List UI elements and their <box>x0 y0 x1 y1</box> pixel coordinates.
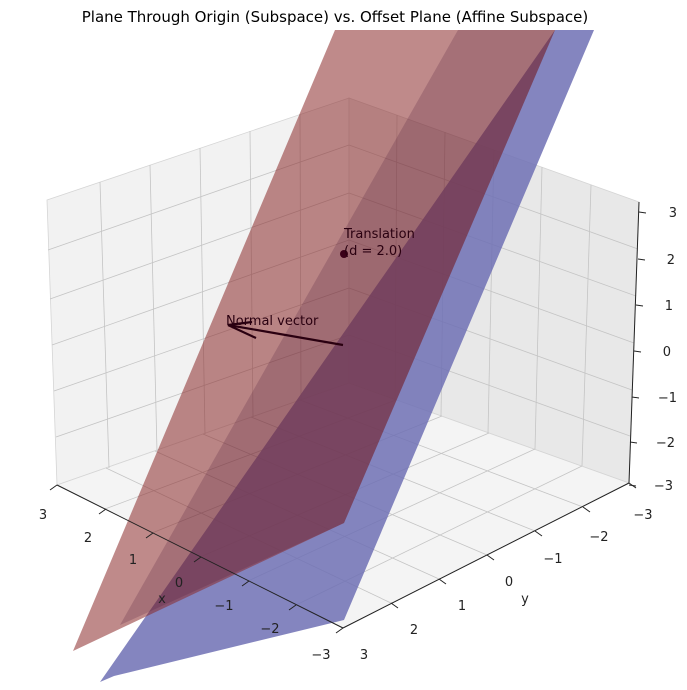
translation-label-line2: (d = 2.0) <box>344 244 402 259</box>
z-tick-label: −1 <box>658 391 677 406</box>
translation-label-line1: Translation <box>343 227 415 242</box>
x-axis-label: x <box>158 592 166 607</box>
y-axis-line <box>342 482 630 629</box>
x-tick-label: −2 <box>260 622 279 637</box>
z-tick-label: 3 <box>669 206 677 221</box>
y-tick-label: 0 <box>505 575 513 590</box>
translation-label: Translation (d = 2.0) <box>343 227 419 259</box>
x-tick-labels: 3 2 1 0 −1 −2 −3 <box>39 508 331 663</box>
x-tick-label: 2 <box>84 531 92 546</box>
z-tick-label: −2 <box>656 436 675 451</box>
x-axis-line <box>56 484 344 629</box>
x-tick-label: −1 <box>214 599 233 614</box>
z-tick-label: 2 <box>667 253 675 268</box>
y-tick-label: 3 <box>360 648 368 663</box>
z-tick-label: 1 <box>665 299 673 314</box>
x-tick-label: 0 <box>175 576 183 591</box>
y-tick-label: 1 <box>458 599 466 614</box>
z-tick-labels: 3 2 1 0 −1 −2 −3 <box>654 206 677 494</box>
x-tick-label: 3 <box>39 508 47 523</box>
chart-title: Plane Through Origin (Subspace) vs. Offs… <box>82 8 589 26</box>
y-tick-labels: −3 −2 −1 0 1 2 3 <box>360 508 653 663</box>
y-tick-label: −1 <box>543 552 562 567</box>
normal-vector-label: Normal vector <box>226 314 319 329</box>
y-tick-label: −3 <box>633 508 652 523</box>
z-tick-label: −3 <box>654 479 673 494</box>
plane-overlap-region <box>120 30 555 625</box>
translation-point <box>340 250 348 258</box>
z-tick-label: 0 <box>663 345 671 360</box>
normal-vector-arrow <box>227 320 344 347</box>
z-axis-line <box>628 201 640 484</box>
tick-marks <box>49 211 647 634</box>
y-tick-label: −2 <box>589 530 608 545</box>
y-tick-label: 2 <box>410 623 418 638</box>
x-tick-label: 1 <box>129 553 137 568</box>
axis-lines <box>56 201 640 629</box>
y-axis-label: y <box>521 592 529 607</box>
x-tick-label: −3 <box>311 648 330 663</box>
